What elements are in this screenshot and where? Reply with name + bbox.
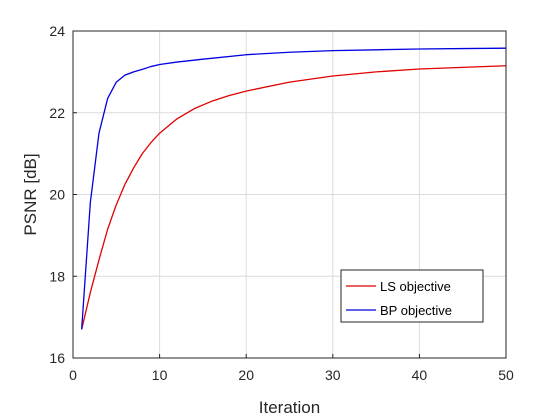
x-tick-label: 0 (69, 367, 77, 383)
y-tick-label: 22 (49, 105, 65, 121)
y-tick-label: 20 (49, 187, 65, 203)
x-tick-label: 30 (325, 367, 341, 383)
x-tick-label: 40 (412, 367, 428, 383)
x-tick-label: 10 (152, 367, 168, 383)
x-axis-label: Iteration (259, 398, 320, 417)
ticks: 0 10 20 30 40 50 16 18 20 22 24 (49, 23, 514, 383)
x-tick-label: 20 (238, 367, 254, 383)
y-axis-label: PSNR [dB] (21, 153, 40, 235)
y-tick-label: 16 (49, 350, 65, 366)
y-tick-label: 24 (49, 23, 65, 39)
legend-label-ls: LS objective (380, 279, 451, 294)
series-group (81, 47, 507, 330)
x-tick-label: 50 (498, 367, 514, 383)
series-line-bp-objective (81, 47, 507, 330)
legend: LS objective BP objective (340, 269, 484, 323)
y-tick-label: 18 (49, 268, 65, 284)
series-line-ls-objective (81, 65, 507, 330)
legend-box (340, 269, 484, 323)
legend-label-bp: BP objective (380, 303, 452, 318)
